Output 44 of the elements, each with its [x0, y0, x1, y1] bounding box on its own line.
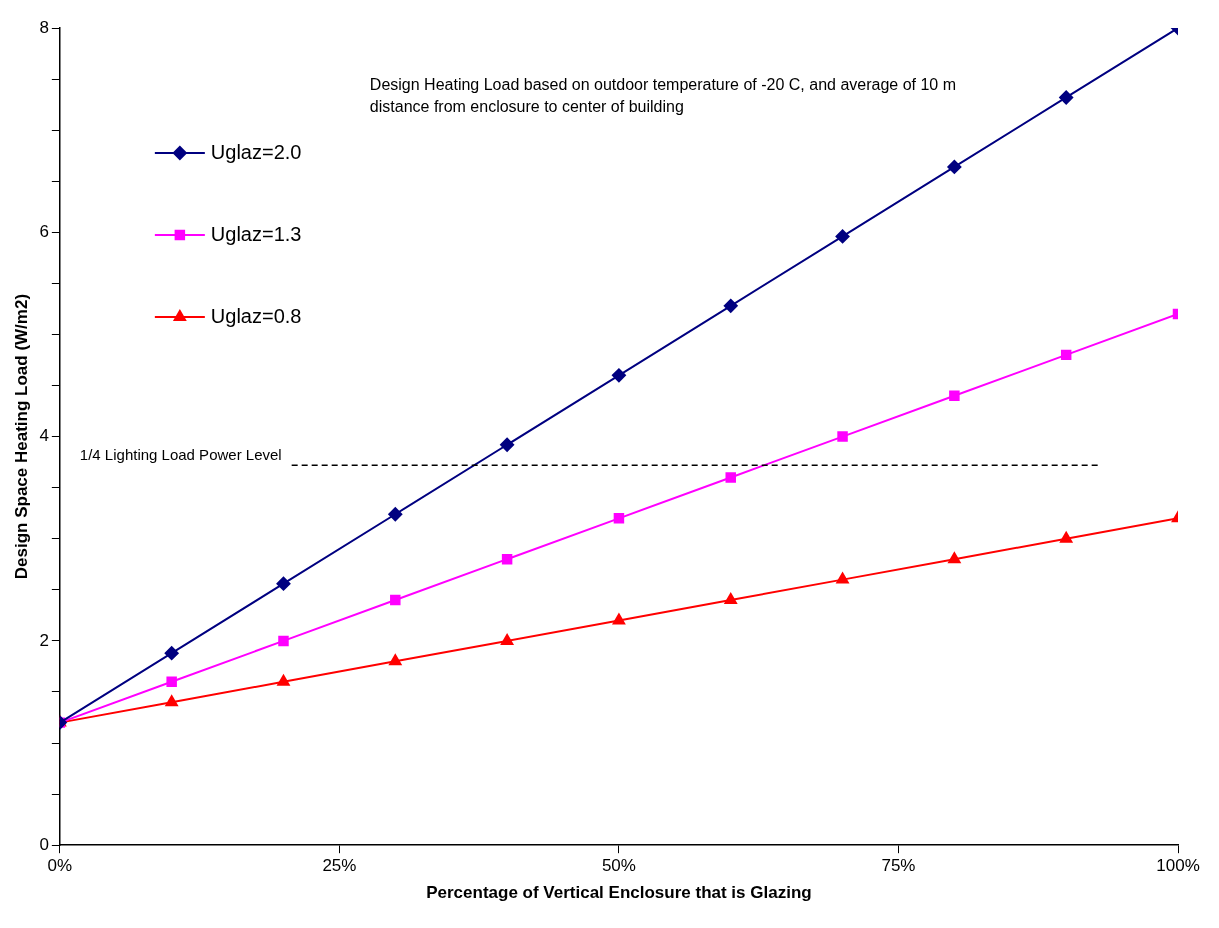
y-tick-label: 0 [39, 834, 49, 854]
point [390, 594, 401, 606]
legend-label: Uglaz=1.3 [210, 222, 302, 245]
point [165, 695, 178, 707]
point [278, 635, 289, 647]
ref-line-label: 1/4 Lighting Load Power Level [79, 445, 282, 463]
point [1060, 349, 1072, 361]
point [947, 159, 962, 174]
point [277, 674, 290, 686]
y-axis-title: Design Space Heating Load (W/m2) [11, 293, 31, 580]
x-tick-label: 25% [322, 856, 357, 876]
x-tick-label: 0% [47, 856, 73, 876]
point [389, 654, 402, 666]
x-tick-label: 50% [601, 856, 636, 876]
point [501, 553, 513, 565]
point [500, 437, 515, 452]
point [166, 676, 177, 687]
point [164, 646, 179, 661]
point [725, 472, 736, 483]
y-tick-label: 2 [39, 630, 49, 650]
y-tick-label: 8 [39, 17, 49, 37]
point [835, 229, 850, 244]
y-tick-label: 4 [39, 426, 49, 446]
annotation: Design Heating Load based on outdoor temperature of -20 C, and average of 10 m distance from enclosure to center of building [369, 76, 957, 116]
point [1059, 531, 1073, 543]
point [837, 431, 848, 442]
y-tick-label: 6 [39, 221, 49, 241]
point [949, 390, 960, 401]
legend-label: Uglaz=0.8 [210, 304, 302, 327]
point [948, 552, 961, 564]
legend-label: Uglaz=2.0 [210, 140, 302, 163]
point [723, 298, 738, 313]
point [1059, 90, 1074, 105]
point [388, 507, 403, 522]
point [836, 572, 849, 584]
x-tick-label: 100% [1156, 856, 1200, 876]
point [611, 368, 626, 383]
x-axis-title: Percentage of Vertical Enclosure that is Glazing [426, 883, 812, 903]
point [724, 593, 737, 605]
point [612, 613, 626, 625]
point [276, 576, 291, 591]
point [500, 633, 514, 645]
point [613, 513, 625, 524]
x-tick-label: 75% [881, 856, 916, 876]
